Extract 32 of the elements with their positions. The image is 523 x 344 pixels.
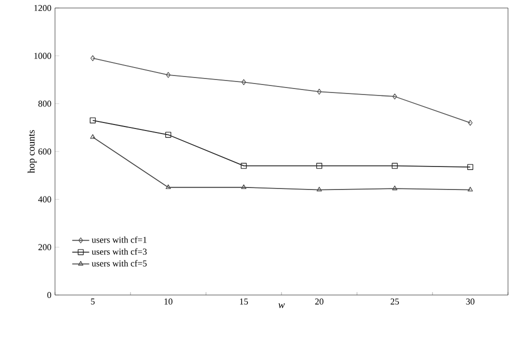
point bbox=[392, 162, 398, 169]
x-tick-label: 25 bbox=[390, 298, 399, 305]
point bbox=[392, 94, 398, 100]
point bbox=[392, 186, 398, 190]
y-tick-label: 1200 bbox=[34, 4, 52, 12]
y-tick-label: 600 bbox=[38, 148, 52, 155]
legend-label: users with cf=3 bbox=[92, 248, 147, 255]
point bbox=[241, 79, 246, 86]
y-tick-label: 200 bbox=[38, 244, 52, 250]
point bbox=[166, 184, 171, 190]
legend-label: users with cf=5 bbox=[92, 260, 147, 266]
y-tick-label: 0 bbox=[47, 292, 52, 298]
point bbox=[316, 162, 322, 169]
x-tick-label: 30 bbox=[466, 298, 474, 305]
y-tick-label: 1000 bbox=[34, 52, 52, 59]
point bbox=[316, 186, 322, 192]
point bbox=[166, 72, 171, 78]
point bbox=[90, 117, 96, 124]
x-tick-label: 10 bbox=[164, 298, 172, 305]
x-tick-label: 20 bbox=[315, 298, 324, 305]
x-tick-label: 5 bbox=[91, 298, 95, 304]
y-axis-title: hop counts bbox=[28, 130, 37, 174]
point bbox=[240, 162, 247, 169]
point bbox=[165, 132, 172, 138]
y-tick-label: 400 bbox=[38, 196, 52, 202]
point bbox=[241, 184, 246, 190]
y-tick-label: 800 bbox=[38, 100, 52, 107]
point bbox=[467, 164, 474, 170]
x-tick-label: 15 bbox=[240, 298, 248, 305]
legend-label: users with cf=1 bbox=[92, 236, 146, 243]
point bbox=[316, 88, 322, 95]
x-axis-title: w bbox=[278, 303, 285, 308]
